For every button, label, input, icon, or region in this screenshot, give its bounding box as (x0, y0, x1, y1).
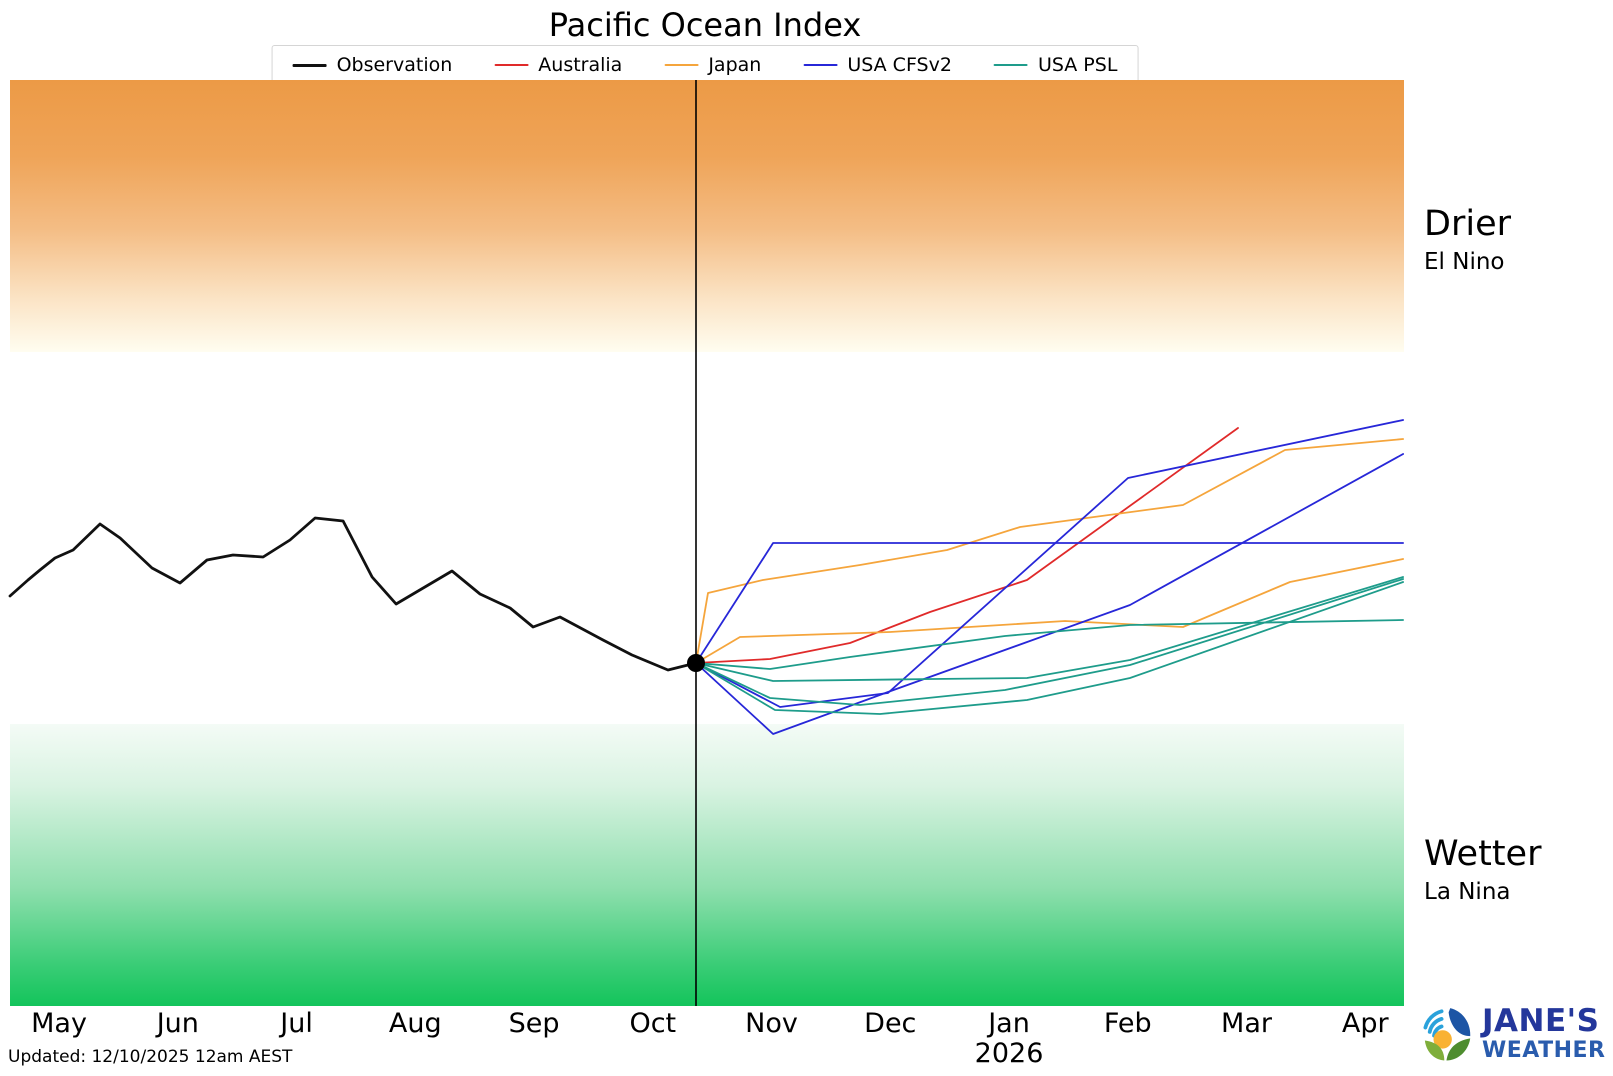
legend-item-japan: Japan (664, 54, 761, 76)
wetter-lanina-band (10, 724, 1404, 1006)
legend-swatch-observation (292, 63, 327, 67)
logo-name-text: JANE'S (1482, 1003, 1600, 1039)
series-usa-psl-4 (695, 581, 1404, 715)
legend-label: Australia (538, 54, 623, 76)
series-usa-psl-3 (695, 578, 1404, 706)
legend-item-usa-cfsv2: USA CFSv2 (803, 54, 952, 76)
janes-weather-logo-icon (1420, 1007, 1474, 1061)
legend-label: USA PSL (1037, 54, 1118, 76)
legend-item-australia: Australia (494, 54, 622, 76)
x-tick-label-may: May (31, 1008, 87, 1039)
series-observation (8, 516, 698, 672)
x-tick-label-nov: Nov (745, 1008, 798, 1039)
x-tick-label-oct: Oct (629, 1008, 677, 1039)
logo-text: JANE'S WEATHER (1482, 1003, 1606, 1064)
series-japan-1 (695, 438, 1404, 664)
legend-label: USA CFSv2 (847, 54, 952, 76)
drier-label: Drier (1424, 204, 1511, 244)
legend-label: Japan (708, 54, 762, 76)
legend-label: Observation (336, 54, 453, 76)
series-usa-cfsv2-3 (695, 453, 1404, 735)
x-tick-label-dec: Dec (864, 1008, 917, 1039)
logo-sub-text: WEATHER (1482, 1038, 1606, 1063)
la-nina-label: La Nina (1424, 879, 1511, 905)
x-tick-label-jun: Jun (156, 1008, 199, 1039)
el-nino-label: El Nino (1424, 249, 1505, 275)
x-tick-label-jul: Jul (280, 1008, 313, 1039)
updated-timestamp: Updated: 12/10/2025 12am AEST (8, 1047, 293, 1067)
x-tick-label-apr: Apr (1341, 1008, 1389, 1039)
legend: Observation Australia Japan USA CFSv2 USA PS… (271, 45, 1139, 85)
legend-item-usa-psl: USA PSL (993, 54, 1118, 76)
janes-weather-logo: JANE'S WEATHER (1420, 1005, 1606, 1063)
current-value-dot (687, 654, 705, 672)
chart-title: Pacific Ocean Index (548, 6, 862, 44)
legend-swatch-japan (664, 64, 699, 66)
x-axis-year-label: 2026 (974, 1038, 1044, 1069)
drier-elnino-band (10, 80, 1404, 352)
series-usa-psl-1 (695, 619, 1404, 670)
legend-item-observation: Observation (292, 54, 453, 76)
legend-swatch-usa-cfsv2 (803, 64, 838, 66)
x-tick-label-mar: Mar (1221, 1008, 1273, 1039)
series-usa-psl-2 (695, 576, 1404, 682)
x-tick-label-sep: Sep (508, 1008, 560, 1039)
legend-swatch-usa-psl (993, 64, 1028, 66)
x-tick-label-jan: Jan (988, 1008, 1030, 1039)
wetter-label: Wetter (1424, 834, 1542, 874)
legend-swatch-australia (494, 64, 529, 66)
x-tick-label-aug: Aug (388, 1008, 442, 1039)
x-tick-label-feb: Feb (1103, 1008, 1152, 1039)
series-usa-cfsv2-1 (695, 542, 1404, 664)
series-japan-2 (695, 558, 1404, 664)
series-australia-1 (695, 427, 1239, 664)
series-usa-cfsv2-2 (695, 419, 1404, 708)
